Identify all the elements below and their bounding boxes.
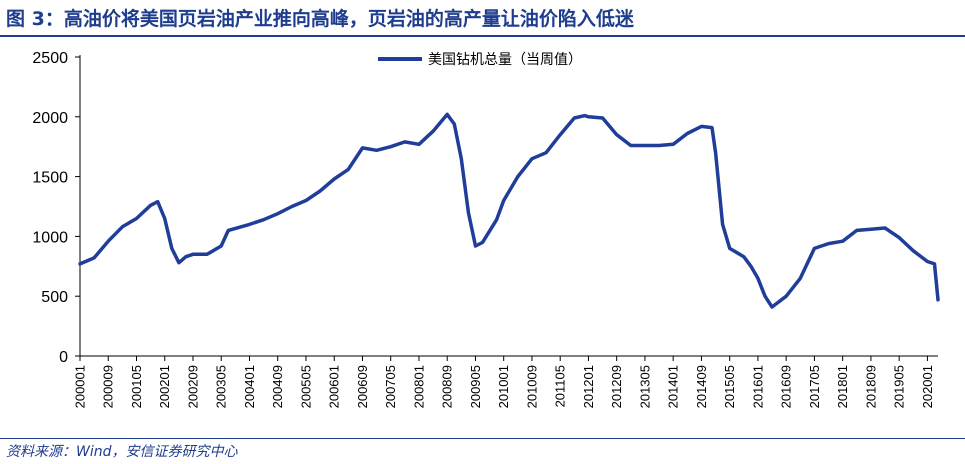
x-tick-label: 201905	[892, 365, 907, 408]
x-tick-label: 200105	[129, 365, 144, 408]
x-tick-label: 201809	[863, 365, 878, 408]
x-tick-label: 200409	[270, 365, 285, 408]
x-tick-label: 201305	[637, 365, 652, 408]
x-tick-label: 200609	[355, 365, 370, 408]
plot-series	[78, 112, 940, 309]
x-tick-label: 200209	[185, 365, 200, 408]
x-tick-label: 201609	[779, 365, 794, 408]
x-tick-label: 200601	[327, 365, 342, 408]
y-tick-label: 2500	[32, 50, 68, 67]
source-note: 资料来源：Wind，安信证券研究中心	[6, 444, 238, 460]
title-divider	[0, 35, 965, 37]
x-tick-label: 201601	[750, 365, 765, 408]
y-tick-label: 1500	[32, 170, 68, 187]
figure-title: 图 3：高油价将美国页岩油产业推向高峰，页岩油的高产量让油价陷入低迷	[6, 8, 634, 30]
y-tick-label: 500	[41, 289, 68, 306]
y-tick-label: 1000	[32, 229, 68, 246]
x-tick-label: 201001	[496, 365, 511, 408]
x-tick-label: 200809	[440, 365, 455, 408]
legend-label: 美国钻机总量（当周值）	[428, 51, 582, 67]
x-tick-label: 201401	[666, 365, 681, 408]
x-tick-label: 201705	[807, 365, 822, 408]
y-axis: 0 500 1000 1500 2000 2500	[32, 50, 81, 366]
x-tick-label: 201209	[609, 365, 624, 408]
x-tick-label: 201105	[553, 365, 568, 407]
x-tick-label: 201009	[524, 365, 539, 408]
series-line	[78, 112, 940, 309]
x-tick-label: 201201	[581, 365, 596, 408]
x-tick-label: 202001	[920, 365, 935, 408]
x-tick-label: 201409	[694, 365, 709, 408]
x-tick-label: 200705	[383, 365, 398, 408]
source-divider	[0, 438, 965, 439]
x-tick-label: 200305	[214, 365, 229, 408]
y-tick-label: 0	[59, 349, 68, 366]
x-tick-label: 200401	[242, 365, 257, 408]
x-tick-label: 200009	[101, 365, 116, 408]
x-tick-label: 200905	[468, 365, 483, 408]
x-tick-label: 201505	[722, 365, 737, 408]
legend: 美国钻机总量（当周值）	[378, 51, 582, 67]
x-tick-label: 200001	[73, 365, 88, 408]
x-axis: 200001 200009 200105 200201 200209 200305 2004…	[73, 355, 938, 408]
x-tick-label: 200201	[157, 365, 172, 408]
y-tick-label: 2000	[32, 110, 68, 127]
x-tick-label: 201801	[835, 365, 850, 408]
x-tick-label: 200801	[411, 365, 426, 408]
x-tick-label: 200505	[298, 365, 313, 408]
